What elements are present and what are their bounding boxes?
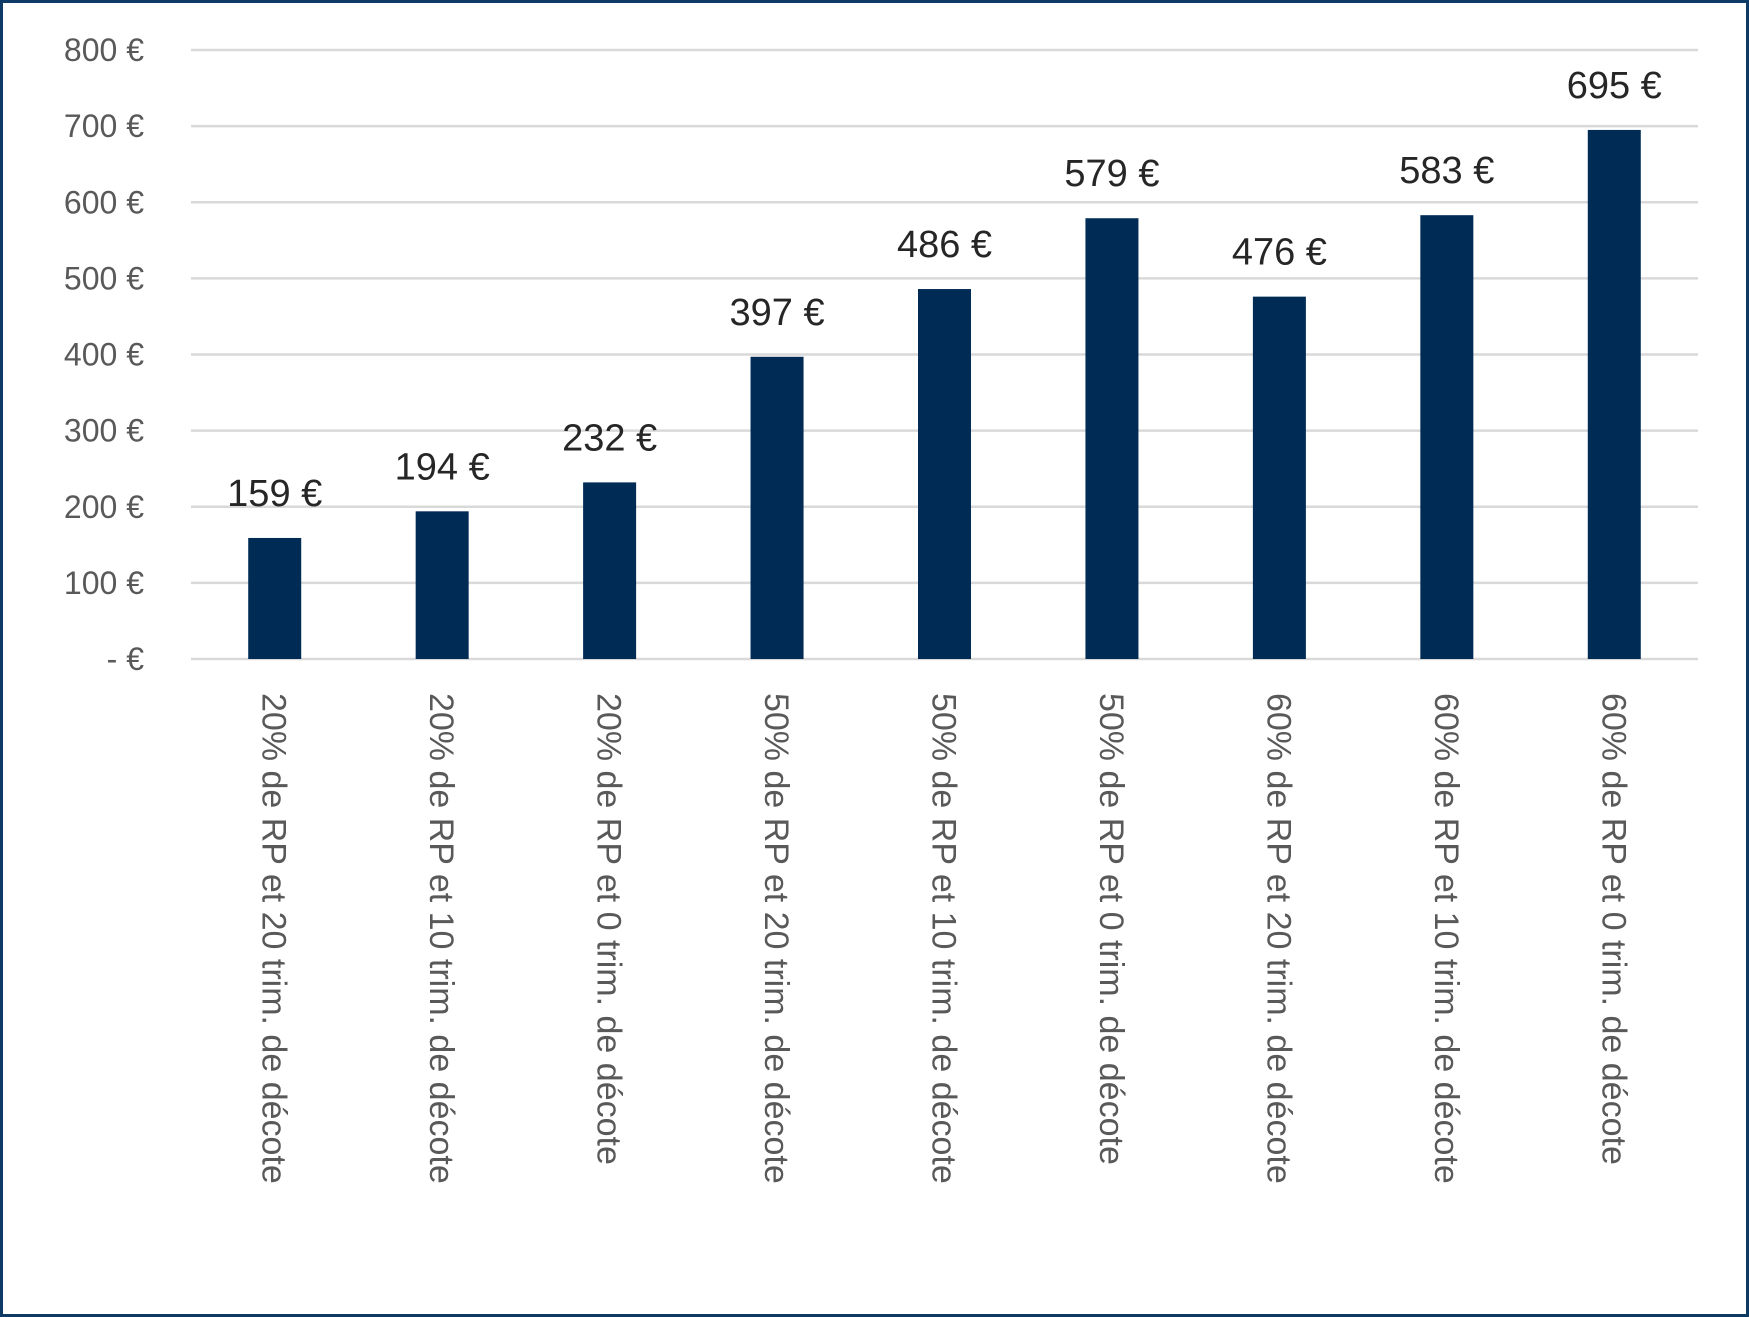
data-label: 583 € (1399, 150, 1494, 192)
bar (248, 537, 302, 659)
bar-chart: - € 100 € 200 € 300 € 400 € 500 € 600 € 700 € 80… (64, 32, 1698, 1184)
data-label: 579 € (1064, 153, 1159, 195)
data-label: 486 € (897, 224, 992, 266)
y-tick-label: - € (107, 641, 145, 677)
bar (583, 482, 637, 659)
y-tick-label: 100 € (64, 565, 144, 601)
bar (918, 289, 971, 659)
x-tick-label: 20% de RP et 0 trim. de décote (590, 693, 628, 1165)
x-tick-label: 60% de RP et 0 trim. de décote (1594, 693, 1632, 1165)
y-tick-label: 800 € (64, 32, 144, 68)
bar (750, 356, 804, 659)
data-label: 397 € (730, 292, 825, 334)
bar (1085, 218, 1139, 659)
data-label: 476 € (1232, 232, 1327, 274)
y-tick-label: 300 € (64, 413, 144, 449)
bar (415, 511, 469, 659)
x-tick-label: 20% de RP et 10 trim. de décote (422, 693, 460, 1184)
bars (248, 129, 1641, 659)
x-tick-label: 50% de RP et 10 trim. de décote (925, 693, 963, 1184)
y-axis-ticks: - € 100 € 200 € 300 € 400 € 500 € 600 € 700 € 80… (64, 32, 144, 677)
bar (1587, 129, 1641, 659)
data-label: 695 € (1567, 65, 1662, 107)
bar (1420, 215, 1474, 659)
data-labels: 159 € 194 € 232 € 397 € 486 € 579 € 476 € 583 €… (227, 65, 1662, 515)
data-label: 159 € (227, 473, 322, 515)
data-label: 232 € (562, 417, 657, 459)
y-tick-label: 600 € (64, 184, 144, 220)
y-tick-label: 500 € (64, 260, 144, 296)
x-tick-label: 50% de RP et 0 trim. de décote (1092, 693, 1130, 1165)
x-tick-label: 60% de RP et 20 trim. de décote (1259, 693, 1297, 1184)
bar (1252, 296, 1306, 659)
data-label: 194 € (395, 446, 490, 488)
x-tick-label: 60% de RP et 10 trim. de décote (1427, 693, 1465, 1184)
y-tick-label: 200 € (64, 489, 144, 525)
x-tick-label: 20% de RP et 20 trim. de décote (255, 693, 293, 1184)
x-tick-label: 50% de RP et 20 trim. de décote (757, 693, 795, 1184)
y-tick-label: 700 € (64, 108, 144, 144)
x-axis-ticks: 20% de RP et 20 trim. de décote 20% de RP… (255, 693, 1633, 1184)
y-tick-label: 400 € (64, 337, 144, 373)
